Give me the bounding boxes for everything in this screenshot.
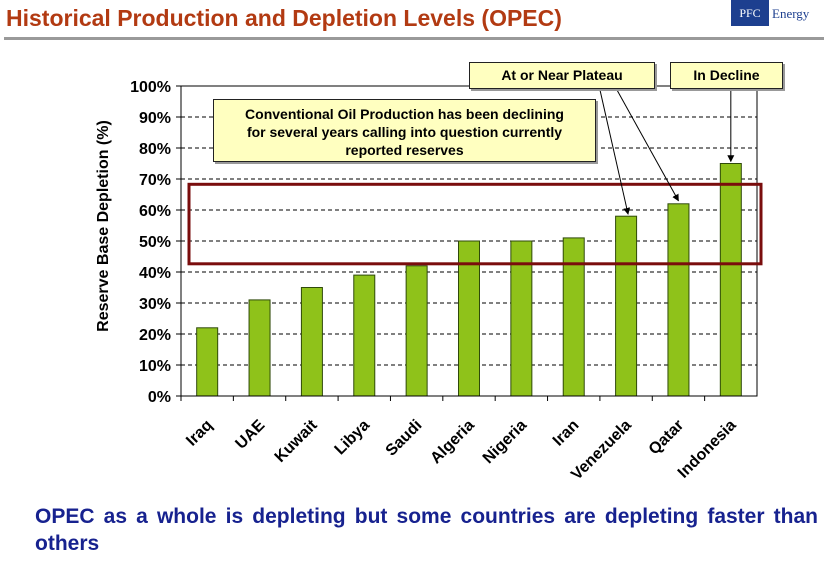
pfc-energy-logo: PFC Energy (731, 0, 813, 28)
highlight-rectangle (187, 182, 763, 266)
bar-indonesia (719, 163, 742, 397)
y-tick-label: 60% (139, 203, 171, 220)
x-tick-label: Saudi (383, 417, 426, 460)
x-tick-label: Nigeria (480, 417, 530, 467)
highlight-band (187, 182, 763, 266)
plateau-arrow-qatar (616, 89, 679, 202)
y-tick-label: 20% (139, 327, 171, 344)
footer-statement: OPEC as a whole is depleting but some co… (35, 505, 818, 555)
bar-venezuela (615, 215, 638, 397)
callout-arrows (599, 89, 735, 215)
y-tick-label: 80% (139, 141, 171, 158)
x-tick-label: Iran (550, 417, 583, 450)
y-axis-label: Reserve Base Depletion (%) (95, 120, 112, 332)
bar-saudi (405, 265, 428, 397)
y-tick-label: 50% (139, 234, 171, 251)
y-tick-label: 100% (130, 79, 171, 96)
y-tick-label: 30% (139, 296, 171, 313)
bar-qatar (667, 203, 690, 397)
bar-kuwait (300, 287, 323, 397)
x-tick-label: UAE (232, 417, 268, 453)
bars (196, 163, 742, 397)
title-divider (4, 37, 824, 40)
x-tick-label: Qatar (646, 417, 688, 459)
y-tick-label: 90% (139, 110, 171, 127)
x-tick-label: Algeria (427, 417, 477, 467)
depletion-bar-chart: 0% 10% 20% 30% 40% 50% 60% 70% 80% 90% 100% Iraq UAE… (95, 79, 763, 484)
callout-line: reported reserves (345, 142, 464, 158)
bar-iraq (196, 327, 219, 397)
y-tick-label: 70% (139, 172, 171, 189)
conventional-production-callout: Conventional Oil Production has been dec… (213, 99, 596, 162)
x-tick-label: Kuwait (272, 416, 322, 466)
y-tick-label: 0% (148, 389, 171, 406)
x-tick-label: Iraq (183, 417, 216, 450)
page-title: Historical Production and Depletion Leve… (6, 5, 562, 31)
logo-word: Energy (772, 6, 810, 21)
y-tick-label: 40% (139, 265, 171, 282)
x-tick-label: Libya (332, 417, 374, 459)
callout-line: Conventional Oil Production has been dec… (245, 106, 564, 122)
bar-libya (353, 274, 376, 397)
bar-uae (248, 299, 271, 397)
callout-line: for several years calling into question … (246, 124, 563, 140)
bar-iran (562, 237, 585, 397)
plateau-callout: At or Near Plateau (469, 62, 655, 89)
plateau-arrow (599, 89, 631, 215)
logo-mark: PFC (731, 0, 769, 26)
y-tick-label: 10% (139, 358, 171, 375)
decline-callout: In Decline (670, 62, 783, 89)
